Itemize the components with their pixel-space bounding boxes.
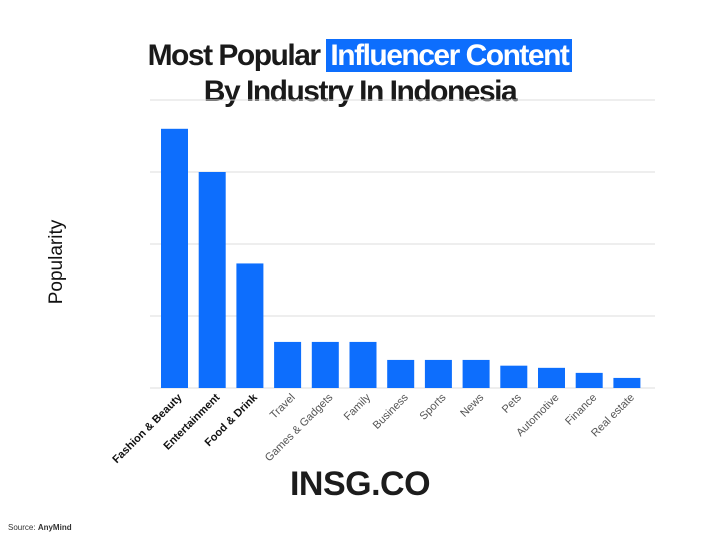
bar-games-gadgets	[311, 341, 339, 388]
source-prefix: Source:	[8, 523, 36, 532]
bar-sports	[424, 359, 452, 388]
x-tick-label: News	[458, 391, 486, 419]
x-tick-label: Travel	[268, 392, 298, 422]
x-tick-label: Family	[342, 391, 374, 423]
bar-travel	[274, 341, 302, 388]
bar-business	[387, 359, 415, 388]
title-highlight: Influencer Content	[326, 39, 573, 72]
title-line2: By Industry In Indonesia	[203, 75, 518, 108]
x-tick-label: Pets	[500, 391, 524, 415]
x-tick-label: Business	[371, 391, 411, 431]
x-tick-label: Sports	[418, 391, 449, 422]
x-tick-label: Finance	[563, 392, 599, 428]
x-tick-label: Games & Gadgets	[263, 391, 336, 464]
bar-pets	[500, 365, 528, 388]
x-tick-label: Fashion & Beauty	[110, 391, 185, 466]
bar-real-estate	[613, 377, 641, 388]
bar-news	[462, 359, 490, 388]
bar-family	[349, 341, 377, 388]
bar-entertainment	[198, 172, 226, 388]
bar-finance	[575, 372, 603, 388]
bar-fashion-beauty	[161, 128, 188, 389]
source-note: Source: AnyMind	[8, 523, 72, 532]
title-part1: Most Popular	[147, 39, 322, 72]
bar-food-drink	[236, 263, 264, 388]
source-name: AnyMind	[37, 523, 72, 532]
bar-automotive	[538, 367, 565, 388]
chart-title: Most Popular Influencer Content By Indus…	[0, 38, 720, 110]
brand-logo: INSG.CO	[289, 465, 431, 503]
